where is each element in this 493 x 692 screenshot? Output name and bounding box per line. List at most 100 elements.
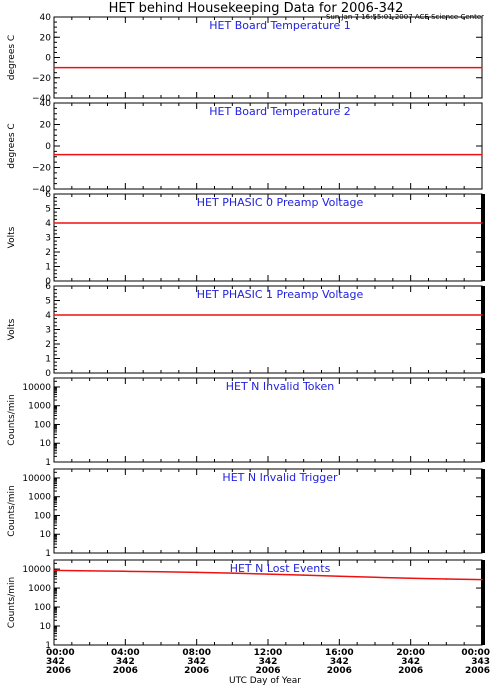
x-tick-time: 00:00 <box>46 648 75 658</box>
panel-title: HET N Invalid Token <box>226 380 335 393</box>
right-edge-band <box>481 560 485 645</box>
y-tick-label: 1000 <box>28 493 51 503</box>
y-tick-label: 5 <box>45 205 51 215</box>
right-edge-band <box>481 286 485 373</box>
panel-title: HET PHASIC 1 Preamp Voltage <box>197 288 364 301</box>
panel-title: HET PHASIC 0 Preamp Voltage <box>197 196 364 209</box>
data-point <box>88 570 91 572</box>
x-tick-time: 08:00 <box>182 648 211 658</box>
data-point <box>231 572 234 574</box>
y-tick-label: 10000 <box>22 474 51 484</box>
y-axis-label: Volts <box>7 226 17 248</box>
data-point <box>195 571 198 574</box>
y-tick-label: 4 <box>45 311 51 321</box>
x-tick-time: 00:00 <box>461 648 490 658</box>
x-tick-time: 16:00 <box>325 648 354 658</box>
panel-5: 10000 1000 100 10 1 Counts/min HET N Invalid T… <box>7 377 485 468</box>
y-tick-label: 6 <box>45 190 51 200</box>
x-tick-day: 342 <box>116 657 135 667</box>
data-point <box>481 314 483 316</box>
y-tick-label: 20 <box>40 121 52 131</box>
data-point <box>53 222 55 224</box>
y-axis-label: Counts/min <box>7 577 17 628</box>
data-point <box>409 577 412 579</box>
y-tick-label: 1000 <box>28 584 51 594</box>
right-edge-band <box>481 378 485 462</box>
data-point <box>481 222 483 224</box>
panel-title: HET N Lost Events <box>230 562 331 575</box>
y-tick-label: 40 <box>40 13 52 23</box>
data-point <box>53 569 55 572</box>
panel-6: 10000 1000 100 10 1 Counts/min HET N Invalid T… <box>7 468 485 559</box>
x-tick-year: 2006 <box>398 666 423 676</box>
y-axis-label: degrees C <box>7 123 17 168</box>
x-tick-time: 20:00 <box>396 648 425 658</box>
panel-4: 6 5 4 3 2 1 0 Volts HET PHASIC 1 Preamp Voltage <box>7 282 485 379</box>
data-point <box>53 66 55 69</box>
x-tick-day: 343 <box>471 657 490 667</box>
y-tick-label: −20 <box>32 164 51 174</box>
y-tick-label: −40 <box>32 94 51 104</box>
data-point <box>374 576 376 579</box>
y-tick-label: 10 <box>40 622 52 632</box>
x-tick-year: 2006 <box>255 666 280 676</box>
y-tick-label: 20 <box>40 33 52 43</box>
y-axis-label: degrees C <box>7 35 17 80</box>
y-tick-label: 1000 <box>28 402 51 412</box>
panel-7: 10000 1000 100 10 1 Counts/min HET N Lost Even… <box>7 559 485 651</box>
y-tick-label: 10 <box>40 439 52 449</box>
y-tick-label: 10 <box>40 530 52 540</box>
y-tick-label: 100 <box>34 420 51 430</box>
x-tick-year: 2006 <box>113 666 138 676</box>
data-point <box>445 578 448 580</box>
y-tick-label: 4 <box>45 219 51 229</box>
x-tick-time: 12:00 <box>254 648 283 658</box>
y-axis-label: Counts/min <box>7 485 17 536</box>
y-tick-label: 100 <box>34 603 51 613</box>
data-point <box>481 153 483 156</box>
data-point <box>302 574 305 576</box>
y-axis-label: Volts <box>7 318 17 340</box>
data-point <box>481 578 483 581</box>
y-tick-label: 2 <box>45 248 51 258</box>
data-point <box>160 570 162 573</box>
y-tick-label: 5 <box>45 297 51 307</box>
panel-title: HET Board Temperature 1 <box>209 19 350 32</box>
data-point <box>338 575 341 578</box>
data-point <box>481 66 483 69</box>
y-tick-label: 3 <box>45 326 51 336</box>
panel-3: 6 5 4 3 2 1 0 Volts HET PHASIC 0 Preamp Voltage <box>7 190 485 287</box>
figure-title: HET behind Housekeeping Data for 2006-34… <box>109 1 404 16</box>
y-tick-label: −40 <box>32 185 51 195</box>
y-tick-label: 10000 <box>22 383 51 393</box>
y-tick-label: 1 <box>45 641 51 651</box>
x-axis-label: UTC Day of Year <box>229 676 301 686</box>
y-tick-label: 10000 <box>22 565 51 575</box>
y-tick-label: 0 <box>45 277 51 287</box>
y-tick-label: −20 <box>32 74 51 84</box>
y-tick-label: 0 <box>45 142 51 152</box>
data-point <box>267 573 269 575</box>
right-edge-band <box>481 469 485 553</box>
x-tick-day: 342 <box>259 657 278 667</box>
y-tick-label: 0 <box>45 54 51 64</box>
y-tick-label: 1 <box>45 458 51 468</box>
y-axis-label: Counts/min <box>7 394 17 445</box>
data-point <box>124 570 127 573</box>
panel-2: 40 20 0 −20 −40 degrees C HET Board Temperatur… <box>7 99 483 195</box>
y-tick-label: 1 <box>45 263 51 273</box>
x-tick-time: 04:00 <box>111 648 140 658</box>
x-tick-day: 342 <box>46 657 65 667</box>
data-point <box>53 153 55 156</box>
x-tick-day: 342 <box>401 657 420 667</box>
y-tick-label: 1 <box>45 355 51 365</box>
x-tick-day: 342 <box>187 657 206 667</box>
x-tick-year: 2006 <box>327 666 352 676</box>
y-tick-label: 0 <box>45 369 51 379</box>
panel-title: HET Board Temperature 2 <box>209 105 350 118</box>
y-tick-label: 100 <box>34 511 51 521</box>
data-point <box>53 314 55 316</box>
y-tick-label: 40 <box>40 99 52 109</box>
panel-title: HET N Invalid Trigger <box>222 471 338 484</box>
